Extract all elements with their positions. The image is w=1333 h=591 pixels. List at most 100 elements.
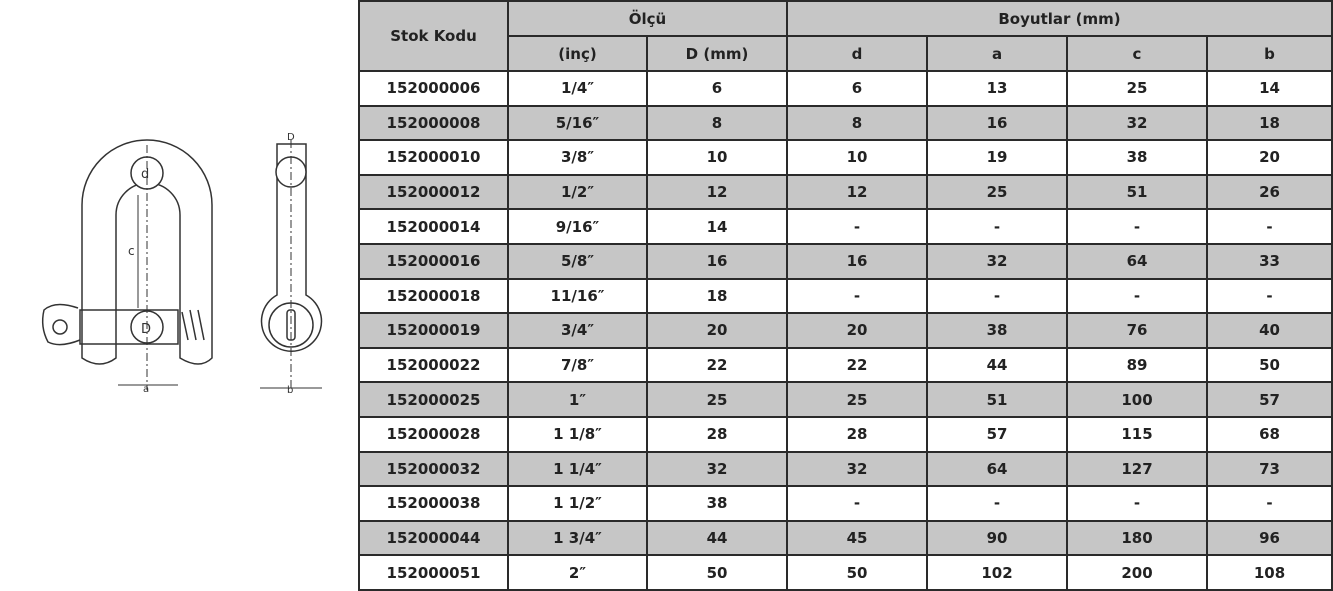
cell-stock-code: 152000025 — [358, 381, 509, 418]
label-c: c — [128, 244, 135, 258]
table-row: 152000019 3/4″ 20 20 38 76 40 — [358, 312, 1333, 349]
cell-b: 68 — [1206, 415, 1333, 453]
cell-d: 16 — [786, 242, 928, 280]
cell-c: 89 — [1066, 346, 1208, 384]
header-D-mm: D (mm) — [646, 35, 788, 72]
cell-stock-code: 152000008 — [358, 104, 509, 142]
cell-b: - — [1206, 208, 1333, 245]
header-b: b — [1206, 35, 1333, 72]
label-a: a — [143, 384, 149, 395]
cell-a: - — [926, 208, 1068, 245]
cell-b: - — [1206, 277, 1333, 315]
header-dimensions: Boyutlar (mm) — [786, 0, 1333, 37]
cell-c: 100 — [1066, 381, 1208, 418]
header-c: c — [1066, 35, 1208, 72]
cell-inch: 9/16″ — [507, 208, 648, 245]
cell-c: 38 — [1066, 139, 1208, 176]
cell-inch: 1/2″ — [507, 173, 648, 211]
cell-b: - — [1206, 485, 1333, 522]
cell-b: 18 — [1206, 104, 1333, 142]
cell-stock-code: 152000022 — [358, 346, 509, 384]
cell-d: 6 — [786, 70, 928, 107]
cell-stock-code: 152000038 — [358, 485, 509, 522]
specs-table: Stok Kodu Ölçü Boyutlar (mm) (inç) D (mm… — [358, 0, 1333, 591]
table-row: 152000028 1 1/8″ 28 28 57 115 68 — [358, 415, 1333, 453]
header-d: d — [786, 35, 928, 72]
cell-d: 25 — [786, 381, 928, 418]
table-row: 152000032 1 1/4″ 32 32 64 127 73 — [358, 450, 1333, 488]
header-size: Ölçü — [507, 0, 788, 37]
cell-a: 19 — [926, 139, 1068, 176]
cell-a: 51 — [926, 381, 1068, 418]
cell-D-mm: 6 — [646, 70, 788, 107]
cell-b: 20 — [1206, 139, 1333, 176]
cell-stock-code: 152000014 — [358, 208, 509, 245]
cell-d: 12 — [786, 173, 928, 211]
cell-b: 108 — [1206, 554, 1333, 591]
cell-b: 33 — [1206, 242, 1333, 280]
cell-inch: 3/4″ — [507, 312, 648, 349]
cell-c: - — [1066, 277, 1208, 315]
cell-d: 45 — [786, 519, 928, 557]
cell-a: 44 — [926, 346, 1068, 384]
cell-inch: 5/8″ — [507, 242, 648, 280]
cell-d: 32 — [786, 450, 928, 488]
header-a: a — [926, 35, 1068, 72]
cell-stock-code: 152000044 — [358, 519, 509, 557]
cell-c: - — [1066, 485, 1208, 522]
table-row: 152000008 5/16″ 8 8 16 32 18 — [358, 104, 1333, 142]
header-stock-code: Stok Kodu — [358, 0, 509, 72]
label-D-side: D — [287, 132, 295, 143]
table-row: 152000010 3/8″ 10 10 19 38 20 — [358, 139, 1333, 176]
cell-D-mm: 32 — [646, 450, 788, 488]
cell-d: 20 — [786, 312, 928, 349]
table-row: 152000038 1 1/2″ 38- - - - — [358, 485, 1333, 522]
cell-inch: 1 1/8″ — [507, 415, 648, 453]
cell-D-mm: 16 — [646, 242, 788, 280]
label-b: b — [287, 385, 293, 396]
shackle-diagram: d D c a D b — [41, 132, 323, 396]
cell-c: 64 — [1066, 242, 1208, 280]
cell-b: 26 — [1206, 173, 1333, 211]
cell-stock-code: 152000019 — [358, 312, 509, 349]
cell-stock-code: 152000032 — [358, 450, 509, 488]
cell-D-mm: 14 — [646, 208, 788, 245]
cell-b: 96 — [1206, 519, 1333, 557]
cell-D-mm: 28 — [646, 415, 788, 453]
cell-d: 28 — [786, 415, 928, 453]
cell-D-mm: 12 — [646, 173, 788, 211]
cell-a: 102 — [926, 554, 1068, 591]
label-D: D — [141, 322, 151, 337]
cell-a: - — [926, 277, 1068, 315]
table-row: 152000044 1 3/4″ 44 45 90 180 96 — [358, 519, 1333, 557]
cell-stock-code: 152000051 — [358, 554, 509, 591]
cell-c: 115 — [1066, 415, 1208, 453]
cell-d: - — [786, 277, 928, 315]
cell-D-mm: 22 — [646, 346, 788, 384]
cell-inch: 11/16″ — [507, 277, 648, 315]
table-row: 152000022 7/8″ 22 22 44 89 50 — [358, 346, 1333, 384]
cell-b: 14 — [1206, 70, 1333, 107]
cell-inch: 1 1/2″ — [507, 485, 648, 522]
table-row: 152000014 9/16″ 14- - - - — [358, 208, 1333, 245]
cell-a: 57 — [926, 415, 1068, 453]
cell-b: 50 — [1206, 346, 1333, 384]
cell-d: - — [786, 208, 928, 245]
cell-D-mm: 20 — [646, 312, 788, 349]
cell-stock-code: 152000006 — [358, 70, 509, 107]
table-row: 152000006 1/4″ 6 6 13 25 14 — [358, 70, 1333, 107]
cell-a: 25 — [926, 173, 1068, 211]
cell-inch: 1″ — [507, 381, 648, 418]
cell-c: 76 — [1066, 312, 1208, 349]
cell-inch: 1 3/4″ — [507, 519, 648, 557]
cell-inch: 2″ — [507, 554, 648, 591]
cell-b: 57 — [1206, 381, 1333, 418]
cell-inch: 1 1/4″ — [507, 450, 648, 488]
cell-c: 200 — [1066, 554, 1208, 591]
cell-b: 40 — [1206, 312, 1333, 349]
cell-a: 64 — [926, 450, 1068, 488]
cell-c: 25 — [1066, 70, 1208, 107]
cell-a: 13 — [926, 70, 1068, 107]
header-inch: (inç) — [507, 35, 648, 72]
cell-a: 90 — [926, 519, 1068, 557]
